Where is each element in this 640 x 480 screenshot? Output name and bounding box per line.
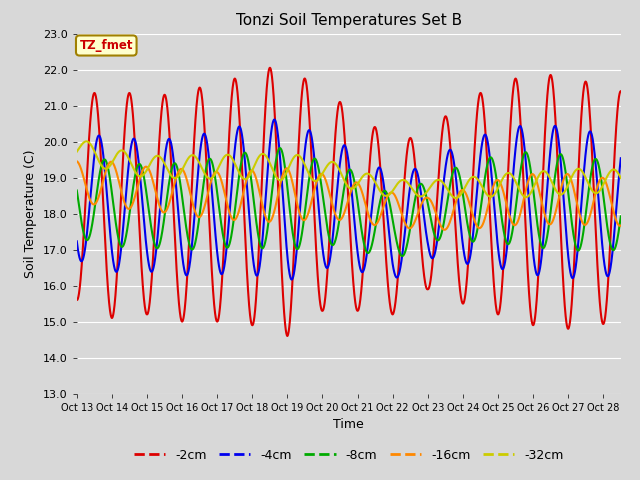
Text: TZ_fmet: TZ_fmet [79,39,133,52]
Y-axis label: Soil Temperature (C): Soil Temperature (C) [24,149,37,278]
X-axis label: Time: Time [333,418,364,431]
Legend: -2cm, -4cm, -8cm, -16cm, -32cm: -2cm, -4cm, -8cm, -16cm, -32cm [129,444,568,467]
Title: Tonzi Soil Temperatures Set B: Tonzi Soil Temperatures Set B [236,13,462,28]
